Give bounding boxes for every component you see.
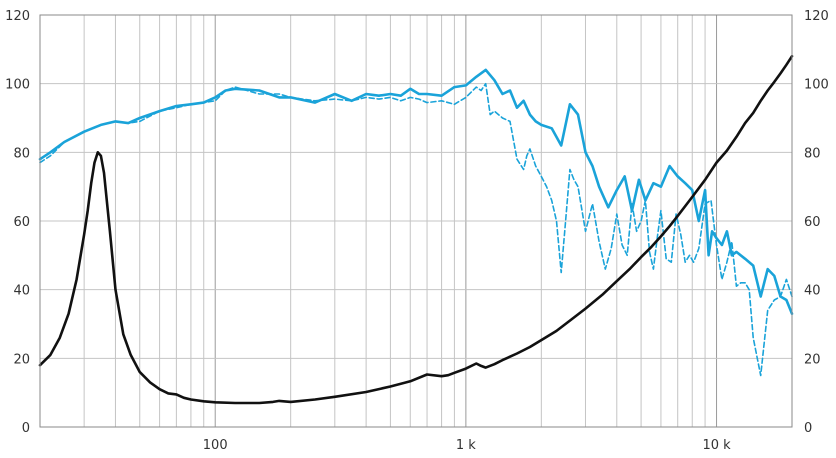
y-tick-label-left: 100 xyxy=(5,78,30,93)
x-tick-label: 10 k xyxy=(702,438,731,453)
y-tick-label-right: 100 xyxy=(804,78,829,93)
y-tick-label-left: 120 xyxy=(5,9,30,24)
y-tick-label-right: 40 xyxy=(804,284,821,299)
grid xyxy=(40,15,792,427)
y-tick-label-left: 60 xyxy=(13,215,30,230)
series-line-3 xyxy=(38,54,794,405)
y-tick-label-left: 40 xyxy=(13,284,30,299)
x-tick-label: 100 xyxy=(203,438,228,453)
y-tick-label-right: 0 xyxy=(804,421,812,436)
y-tick-label-left: 20 xyxy=(13,352,30,367)
axes: 0 0 20 20 40 40 60 60 80 80 100 100 120 120 100 1 k 10 k xyxy=(5,9,829,453)
y-tick-label-right: 20 xyxy=(804,352,821,367)
series-layer xyxy=(38,54,794,405)
y-tick-label-right: 120 xyxy=(804,9,829,24)
y-tick-label-right: 60 xyxy=(804,215,821,230)
x-tick-label: 1 k xyxy=(456,438,476,453)
y-tick-label-left: 80 xyxy=(13,146,30,161)
y-tick-label-left: 0 xyxy=(22,421,30,436)
y-tick-label-right: 80 xyxy=(804,146,821,161)
plot-frame xyxy=(39,14,793,428)
series-line-1 xyxy=(38,68,794,315)
series-line-2 xyxy=(39,82,793,377)
